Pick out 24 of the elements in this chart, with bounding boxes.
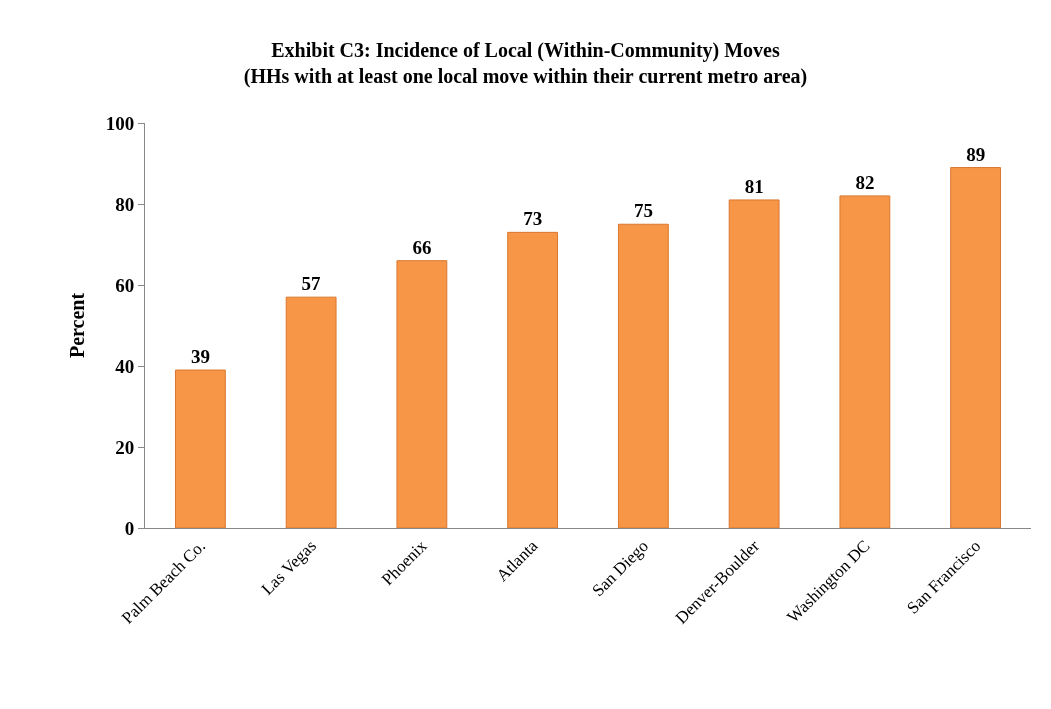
y-tick-label: 100 <box>105 112 135 134</box>
bar <box>507 231 559 528</box>
y-tick-label: 60 <box>115 274 135 296</box>
y-tick-label: 20 <box>115 436 135 458</box>
bar <box>285 296 337 528</box>
y-tick-label: 0 <box>124 517 135 539</box>
y-tick-label: 40 <box>115 355 135 377</box>
data-label: 81 <box>744 175 764 197</box>
y-axis-title: Percent <box>66 292 89 359</box>
data-label: 82 <box>855 171 875 193</box>
bar <box>950 167 1002 528</box>
data-label: 89 <box>966 143 986 165</box>
bar <box>396 260 448 528</box>
chart-title: Exhibit C3: Incidence of Local (Within-Community) Moves (HHs with at least one local move within their current metro area) <box>243 38 808 88</box>
bar <box>617 223 669 528</box>
bar <box>728 199 780 528</box>
bar <box>174 369 226 528</box>
bar <box>839 195 891 528</box>
y-tick-label: 80 <box>115 193 135 215</box>
data-label: 75 <box>633 200 653 222</box>
data-label: 66 <box>412 236 432 258</box>
data-label: 57 <box>301 273 321 295</box>
data-label: 73 <box>523 208 543 230</box>
data-label: 39 <box>190 346 210 368</box>
